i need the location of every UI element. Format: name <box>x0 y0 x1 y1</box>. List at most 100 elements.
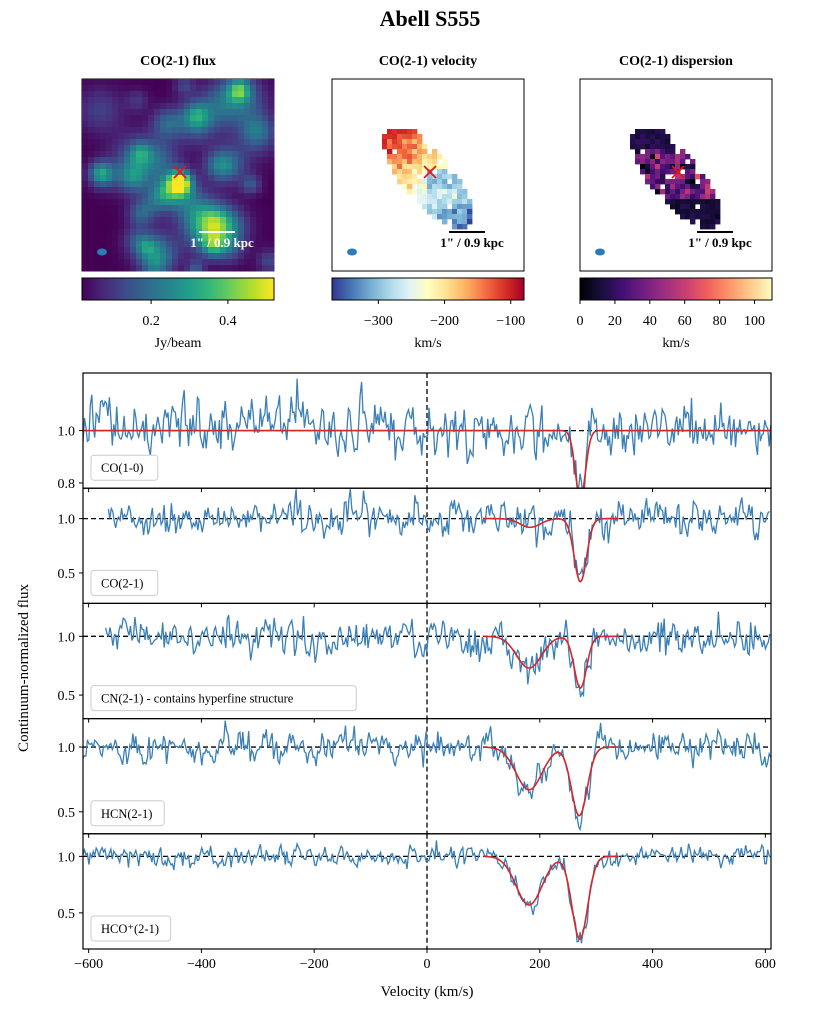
flux-pixel <box>178 211 185 218</box>
spectrum-legend <box>90 569 159 596</box>
flux-pixel <box>244 79 251 86</box>
flux-pixel <box>262 187 269 194</box>
flux-pixel <box>106 91 113 98</box>
velocity-pixel <box>422 159 428 165</box>
flux-pixel <box>82 163 89 170</box>
flux-pixel <box>178 85 185 92</box>
dispersion-pixel <box>650 169 656 175</box>
flux-pixel <box>214 259 221 266</box>
dispersion-pixel <box>690 189 696 195</box>
dispersion-pixel <box>645 174 651 180</box>
flux-pixel <box>244 253 251 260</box>
flux-pixel <box>166 151 173 158</box>
dispersion-pixel <box>670 204 676 210</box>
flux-pixel <box>250 133 257 140</box>
flux-pixel <box>202 217 209 224</box>
flux-pixel <box>262 259 269 266</box>
velocity-pixel <box>437 214 443 220</box>
velocity-pixel <box>397 154 403 160</box>
flux-pixel <box>262 133 269 140</box>
dispersion-pixel <box>705 219 711 225</box>
flux-pixel <box>112 193 119 200</box>
velocity-pixel <box>402 139 408 145</box>
flux-pixel <box>166 247 173 254</box>
flux-pixel <box>184 169 191 176</box>
flux-pixel <box>130 187 137 194</box>
flux-pixel <box>184 139 191 146</box>
flux-pixel <box>160 265 167 272</box>
flux-pixel <box>220 217 227 224</box>
dispersion-pixel <box>695 199 701 205</box>
flux-pixel <box>202 253 209 260</box>
flux-pixel <box>256 223 263 230</box>
flux-pixel <box>160 199 167 206</box>
flux-pixel <box>190 217 197 224</box>
flux-pixel <box>82 265 89 272</box>
flux-pixel <box>100 103 107 110</box>
flux-pixel <box>196 259 203 266</box>
flux-pixel <box>130 175 137 182</box>
flux-pixel <box>232 259 239 266</box>
flux-pixel <box>178 175 185 182</box>
flux-pixel <box>190 103 197 110</box>
flux-pixel <box>154 133 161 140</box>
flux-pixel <box>118 235 125 242</box>
flux-pixel <box>118 85 125 92</box>
velocity-pixel <box>407 144 413 150</box>
flux-pixel <box>118 91 125 98</box>
flux-pixel <box>148 181 155 188</box>
flux-pixel <box>88 247 95 254</box>
flux-pixel <box>250 157 257 164</box>
dispersion-pixel <box>695 209 701 215</box>
flux-pixel <box>220 151 227 158</box>
velocity-pixel <box>382 134 388 140</box>
flux-pixel <box>82 103 89 110</box>
flux-pixel <box>268 253 275 260</box>
flux-pixel <box>268 79 275 86</box>
flux-pixel <box>220 253 227 260</box>
flux-pixel <box>142 133 149 140</box>
velocity-pixel <box>432 194 438 200</box>
colorbar-tick-label: 20 <box>608 314 622 329</box>
dispersion-pixel <box>645 129 651 135</box>
flux-pixel <box>262 229 269 236</box>
flux-pixel <box>202 133 209 140</box>
flux-pixel <box>262 91 269 98</box>
velocity-pixel <box>417 144 423 150</box>
flux-pixel <box>142 115 149 122</box>
flux-pixel <box>142 103 149 110</box>
flux-pixel <box>112 91 119 98</box>
flux-pixel <box>124 187 131 194</box>
velocity-pixel <box>462 209 468 215</box>
flux-pixel <box>112 115 119 122</box>
flux-pixel <box>190 163 197 170</box>
spectrum-legend-label: HCN(2-1) <box>101 807 152 821</box>
flux-pixel <box>220 139 227 146</box>
flux-pixel <box>154 211 161 218</box>
flux-pixel <box>148 133 155 140</box>
flux-pixel <box>238 235 245 242</box>
dispersion-pixel <box>635 144 641 150</box>
flux-pixel <box>112 181 119 188</box>
flux-pixel <box>262 163 269 170</box>
dispersion-pixel <box>665 134 671 140</box>
velocity-pixel <box>437 204 443 210</box>
x-tick-label: 200 <box>529 957 550 972</box>
flux-pixel <box>160 109 167 116</box>
flux-pixel <box>226 169 233 176</box>
flux-pixel <box>196 265 203 272</box>
flux-pixel <box>178 97 185 104</box>
flux-pixel <box>184 133 191 140</box>
dispersion-pixel <box>660 154 666 160</box>
flux-pixel <box>112 199 119 206</box>
flux-pixel <box>256 241 263 248</box>
velocity-pixel <box>392 159 398 165</box>
flux-pixel <box>220 265 227 272</box>
flux-pixel <box>160 235 167 242</box>
flux-pixel <box>220 127 227 134</box>
flux-pixel <box>184 211 191 218</box>
flux-pixel <box>202 235 209 242</box>
flux-pixel <box>100 193 107 200</box>
flux-pixel <box>190 91 197 98</box>
